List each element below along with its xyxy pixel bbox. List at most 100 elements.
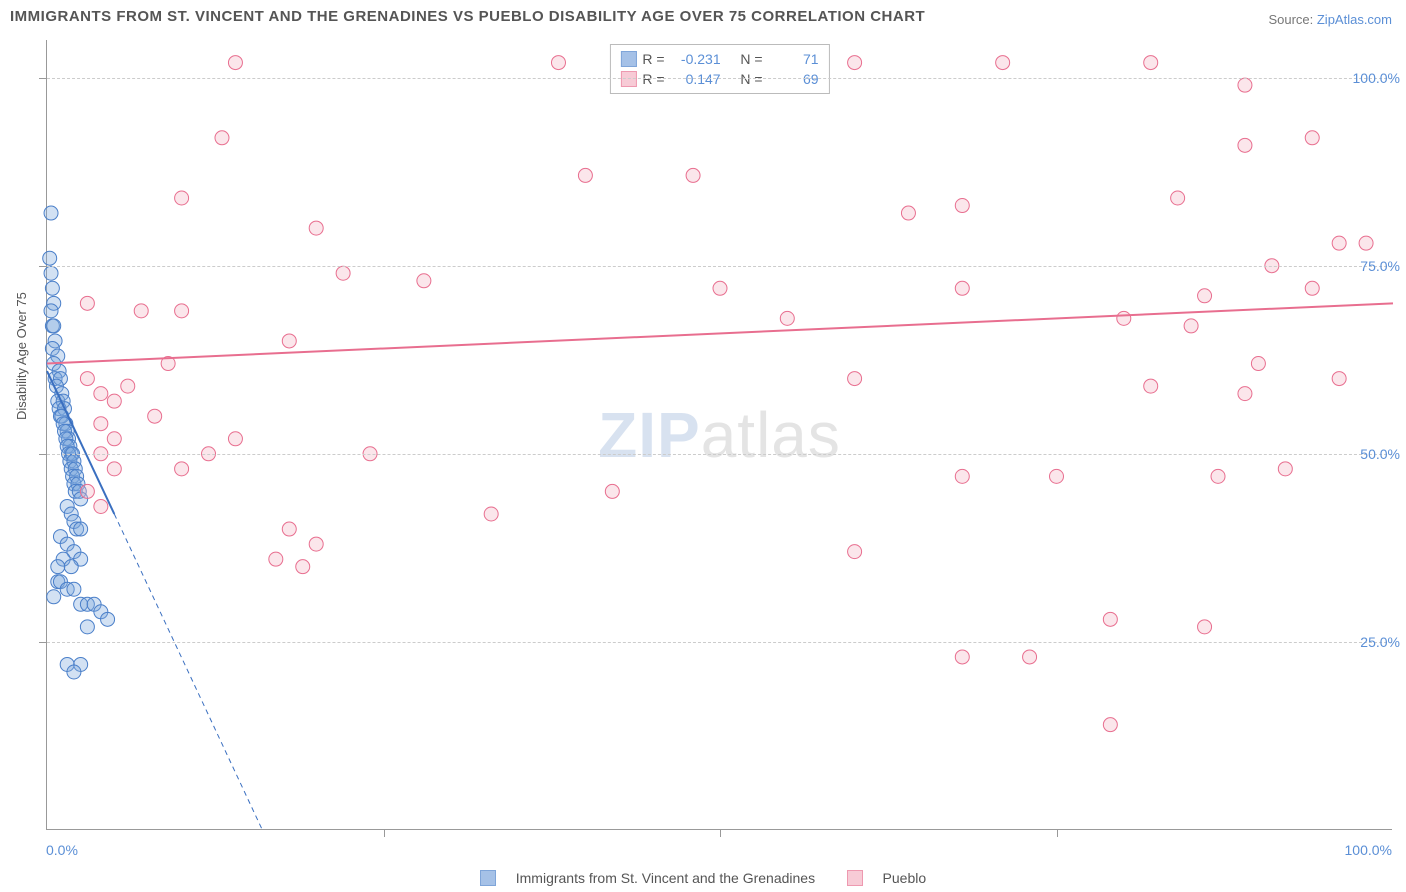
data-point xyxy=(955,281,969,295)
legend-label-1: Immigrants from St. Vincent and the Gren… xyxy=(516,870,815,886)
data-point xyxy=(1332,236,1346,250)
data-point xyxy=(121,379,135,393)
data-point xyxy=(94,499,108,513)
data-point xyxy=(1305,281,1319,295)
data-point xyxy=(578,168,592,182)
data-point xyxy=(80,484,94,498)
data-point xyxy=(175,462,189,476)
data-point xyxy=(551,56,565,70)
data-point xyxy=(484,507,498,521)
legend-label-2: Pueblo xyxy=(883,870,927,886)
data-point xyxy=(228,432,242,446)
data-point xyxy=(282,522,296,536)
data-point xyxy=(848,372,862,386)
data-point xyxy=(94,417,108,431)
data-point xyxy=(101,612,115,626)
data-point xyxy=(996,56,1010,70)
data-point xyxy=(1198,620,1212,634)
data-point xyxy=(134,304,148,318)
data-point xyxy=(1238,138,1252,152)
data-point xyxy=(215,131,229,145)
chart-title: IMMIGRANTS FROM ST. VINCENT AND THE GREN… xyxy=(10,8,925,25)
y-tick-label: 50.0% xyxy=(1360,446,1400,462)
data-point xyxy=(1251,357,1265,371)
data-point xyxy=(417,274,431,288)
data-point xyxy=(282,334,296,348)
y-tick-label: 25.0% xyxy=(1360,634,1400,650)
data-point xyxy=(1023,650,1037,664)
data-point xyxy=(1144,379,1158,393)
data-point xyxy=(51,560,65,574)
data-point xyxy=(80,296,94,310)
data-point xyxy=(43,251,57,265)
data-point xyxy=(1103,612,1117,626)
data-point xyxy=(605,484,619,498)
data-point xyxy=(107,394,121,408)
trend-line xyxy=(47,303,1393,363)
data-point xyxy=(228,56,242,70)
data-point xyxy=(44,206,58,220)
data-point xyxy=(67,582,81,596)
data-point xyxy=(64,560,78,574)
y-axis-label: Disability Age Over 75 xyxy=(14,292,29,420)
gridline-h xyxy=(47,266,1392,267)
data-point xyxy=(848,545,862,559)
data-point xyxy=(47,319,61,333)
data-point xyxy=(1171,191,1185,205)
data-point xyxy=(1050,469,1064,483)
data-point xyxy=(955,199,969,213)
x-max-label: 100.0% xyxy=(1345,842,1392,858)
source-attribution: Source: ZipAtlas.com xyxy=(1268,12,1392,27)
y-tick-label: 100.0% xyxy=(1353,70,1400,86)
data-point xyxy=(67,665,81,679)
data-point xyxy=(1144,56,1158,70)
data-point xyxy=(1332,372,1346,386)
data-point xyxy=(848,56,862,70)
data-point xyxy=(955,650,969,664)
data-point xyxy=(309,221,323,235)
data-point xyxy=(1278,462,1292,476)
data-point xyxy=(1184,319,1198,333)
x-origin-label: 0.0% xyxy=(46,842,78,858)
data-point xyxy=(107,462,121,476)
data-point xyxy=(107,432,121,446)
source-link[interactable]: ZipAtlas.com xyxy=(1317,12,1392,27)
x-tick xyxy=(720,829,721,837)
y-tick-label: 75.0% xyxy=(1360,258,1400,274)
data-point xyxy=(1238,78,1252,92)
data-point xyxy=(713,281,727,295)
data-point xyxy=(148,409,162,423)
data-point xyxy=(175,191,189,205)
gridline-h xyxy=(47,78,1392,79)
data-point xyxy=(955,469,969,483)
data-point xyxy=(296,560,310,574)
data-point xyxy=(1117,311,1131,325)
data-point xyxy=(47,590,61,604)
swatch-bottom-2 xyxy=(847,870,863,886)
data-point xyxy=(1305,131,1319,145)
data-point xyxy=(1238,387,1252,401)
gridline-h xyxy=(47,642,1392,643)
data-point xyxy=(269,552,283,566)
data-point xyxy=(1211,469,1225,483)
scatter-svg xyxy=(47,40,1392,829)
data-point xyxy=(44,266,58,280)
data-point xyxy=(336,266,350,280)
data-point xyxy=(45,281,59,295)
data-point xyxy=(80,620,94,634)
data-point xyxy=(309,537,323,551)
source-prefix: Source: xyxy=(1268,12,1316,27)
gridline-h xyxy=(47,454,1392,455)
data-point xyxy=(686,168,700,182)
chart-plot-area: ZIPatlas R = -0.231 N = 71 R = 0.147 N =… xyxy=(46,40,1392,830)
data-point xyxy=(44,304,58,318)
swatch-bottom-1 xyxy=(480,870,496,886)
data-point xyxy=(74,522,88,536)
data-point xyxy=(94,387,108,401)
data-point xyxy=(80,372,94,386)
x-tick xyxy=(1057,829,1058,837)
x-tick xyxy=(384,829,385,837)
data-point xyxy=(1103,718,1117,732)
data-point xyxy=(175,304,189,318)
series-legend: Immigrants from St. Vincent and the Gren… xyxy=(0,869,1406,886)
